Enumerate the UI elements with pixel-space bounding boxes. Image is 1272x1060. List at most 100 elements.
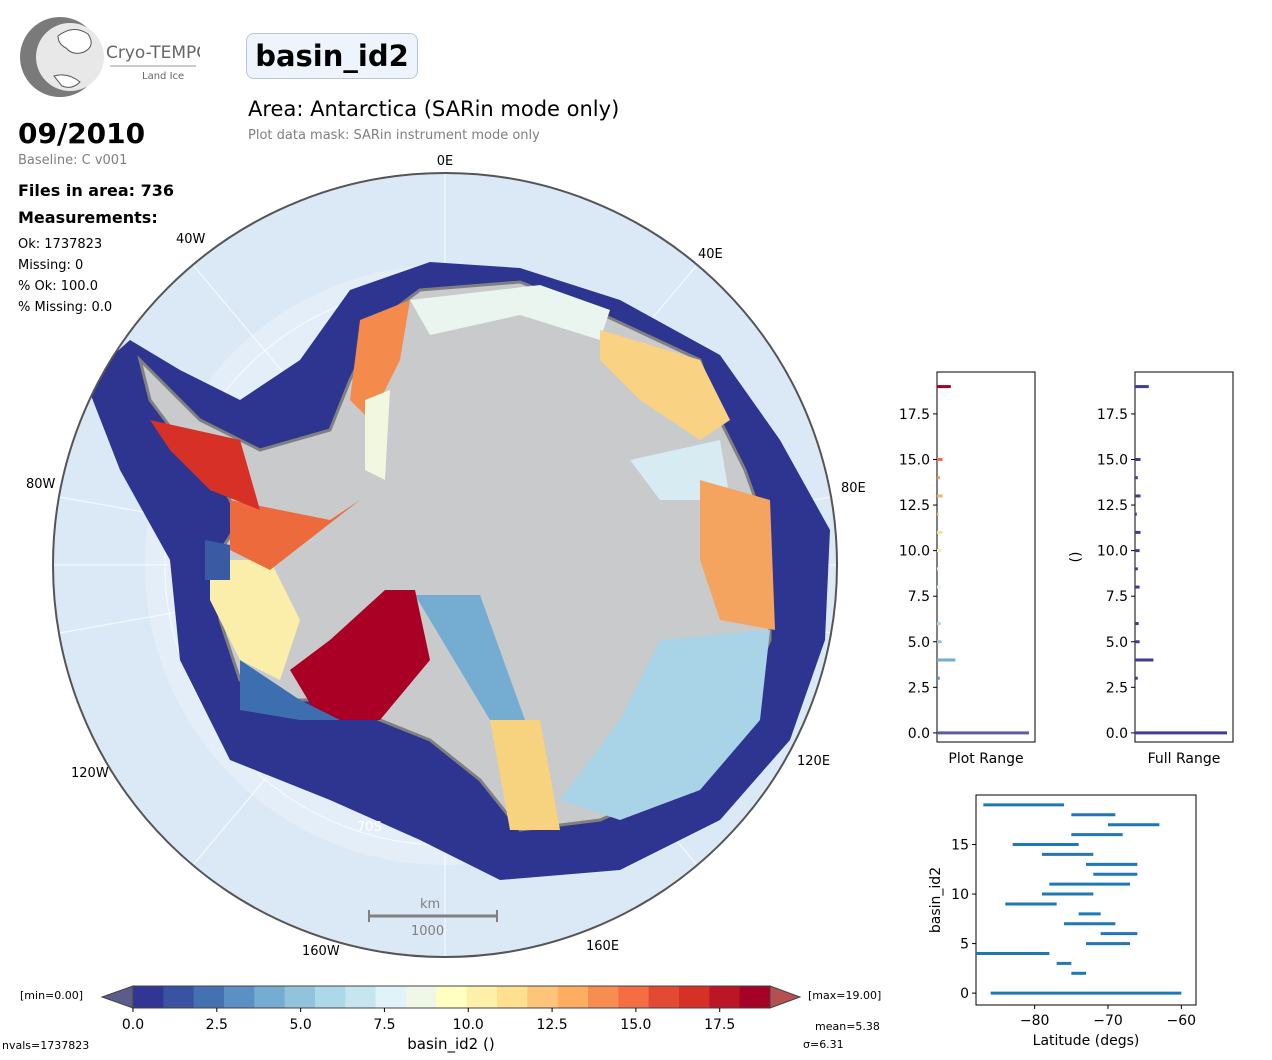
colorbar-swatch: [315, 986, 346, 1008]
scale-unit: km: [420, 897, 440, 912]
colorbar-swatch: [588, 986, 619, 1008]
histogram-ytick-label: 2.5: [908, 680, 930, 696]
colorbar-swatch: [345, 986, 377, 1008]
histogram-ytick-label: 0.0: [908, 726, 930, 742]
histogram-ytick-label: 12.5: [1097, 498, 1128, 514]
latchart-frame: [975, 794, 1197, 1006]
colorbar-tick-label: 10.0: [453, 1017, 484, 1033]
files-in-area: Files in area: 736: [18, 181, 174, 200]
date-label: 09/2010: [18, 117, 146, 150]
histogram-bar: [1135, 658, 1154, 662]
colorbar-min-label: [min=0.00]: [20, 989, 83, 1002]
colorbar-swatch: [375, 986, 407, 1008]
latchart-xtick-label: −80: [1020, 1013, 1050, 1029]
histogram-ytick-label: 17.5: [1097, 407, 1128, 423]
colorbar-tick-label: 5.0: [289, 1017, 311, 1033]
colorbar-swatch: [739, 986, 771, 1008]
histogram-bar: [937, 640, 942, 644]
label-120e: 120E: [797, 754, 830, 769]
colorbar-ticks: 0.0 2.5 5.0 7.5 10.0 12.5 15.0 17.5: [122, 1008, 735, 1033]
histogram-bar: [937, 512, 939, 516]
colorbar: 0.0 2.5 5.0 7.5 10.0 12.5 15.0 17.5 [min=0.00] …: [2, 985, 881, 1054]
histogram-ytick-label: 17.5: [899, 407, 930, 423]
histogram-ylabel: (): [1068, 552, 1084, 563]
histogram-bar: [937, 494, 943, 498]
histogram-bar: [1135, 676, 1138, 680]
basin-19-swath: [290, 590, 430, 720]
histogram-ytick-label: 0.0: [1106, 726, 1128, 742]
histogram-bar: [937, 530, 943, 534]
histogram-xlabel: Plot Range: [948, 751, 1023, 767]
colorbar-title: basin_id2 (): [407, 1035, 494, 1054]
basin-8-swath: [365, 390, 390, 480]
histogram-bar: [937, 567, 940, 571]
basin-16-swath: [600, 330, 730, 440]
colorbar-swatch: [436, 986, 468, 1008]
plot-mask-text: Plot data mask: SARin instrument mode on…: [248, 128, 540, 143]
histogram-bar: [1135, 585, 1140, 589]
colorbar-swatch: [497, 986, 528, 1008]
colorbar-tick-label: 7.5: [373, 1017, 395, 1033]
colorbar-swatch: [527, 986, 559, 1008]
histogram-bar: [1135, 385, 1149, 389]
colorbar-swatch: [648, 986, 680, 1008]
latchart-ytick-label: 10: [951, 887, 969, 903]
histogram-bar: [1135, 622, 1139, 626]
histogram-ytick-label: 5.0: [908, 635, 930, 651]
cryotempo-logo: Cryo-TEMPO Land Ice: [18, 16, 210, 100]
histogram-bar: [937, 476, 940, 480]
basin-9-swath: [210, 560, 300, 680]
colorbar-tick-label: 2.5: [206, 1017, 228, 1033]
colorbar-tick-label: 17.5: [704, 1017, 735, 1033]
latchart-ylabel: basin_id2: [928, 867, 944, 933]
map-border: [52, 172, 838, 958]
histogram-bar: [937, 658, 956, 662]
basin-11-swath: [490, 720, 560, 830]
stat-pct-missing: % Missing: 0.0: [18, 300, 113, 315]
parameter-title-box: basin_id2: [246, 33, 418, 79]
histogram-bar: [1135, 530, 1141, 534]
histogram-frame: [936, 371, 1036, 743]
histogram-ytick-label: 12.5: [899, 498, 930, 514]
histogram-ytick-label: 15.0: [1097, 452, 1128, 468]
histogram-ytick-label: 10.0: [1097, 544, 1128, 560]
colorbar-min-extend: [100, 985, 134, 1009]
colorbar-tick-label: 15.0: [620, 1017, 651, 1033]
latchart-ytick-label: 15: [951, 838, 969, 854]
label-120w: 120W: [71, 766, 109, 781]
histogram-bar: [937, 385, 951, 389]
latchart-ytick-label: 5: [960, 937, 969, 953]
label-80e: 80E: [841, 481, 866, 496]
colorbar-swatch: [557, 986, 589, 1008]
histogram-bar: [937, 585, 942, 589]
label-80w: 80W: [26, 477, 56, 492]
stat-ok: Ok: 1737823: [18, 237, 103, 252]
histogram-ytick-label: 7.5: [908, 589, 930, 605]
basin-5-swath: [560, 630, 770, 820]
basin-17-swath: [150, 420, 260, 510]
basin-13-swath: [700, 480, 775, 630]
histogram-ytick-label: 5.0: [1106, 635, 1128, 651]
basin-2-swath: [205, 540, 230, 580]
baseline-label: Baseline: C v001: [18, 153, 128, 168]
basin-4-swath: [415, 595, 525, 720]
colorbar-swatch: [284, 986, 316, 1008]
latchart-xtick-label: −60: [1167, 1013, 1197, 1029]
histogram-bar: [937, 549, 942, 553]
colorbar-swatch: [679, 986, 710, 1008]
histogram-bar: [1135, 457, 1141, 461]
latchart-xlabel: Latitude (degs): [1033, 1033, 1140, 1049]
plot-range-histogram: 0.0 2.5 5.0 7.5 10.0 12.5 15.0 17.5 Plot Range: [899, 371, 1036, 767]
logo-subtitle: Land Ice: [142, 71, 184, 82]
colorbar-swatch: [133, 986, 164, 1008]
label-160e: 160E: [586, 939, 619, 954]
scale-bar: km 1000: [368, 897, 498, 939]
basin-1-swath: [410, 285, 610, 340]
colorbar-swatch: [466, 986, 498, 1008]
label-160w: 160W: [302, 944, 340, 959]
histogram-bar: [1135, 549, 1140, 553]
stat-missing: Missing: 0: [18, 258, 84, 273]
full-range-histogram: 0.0 2.5 5.0 7.5 10.0 12.5 15.0 17.5 Full Range (): [1068, 371, 1234, 767]
label-40e: 40E: [698, 247, 723, 262]
colorbar-swatch: [406, 986, 437, 1008]
